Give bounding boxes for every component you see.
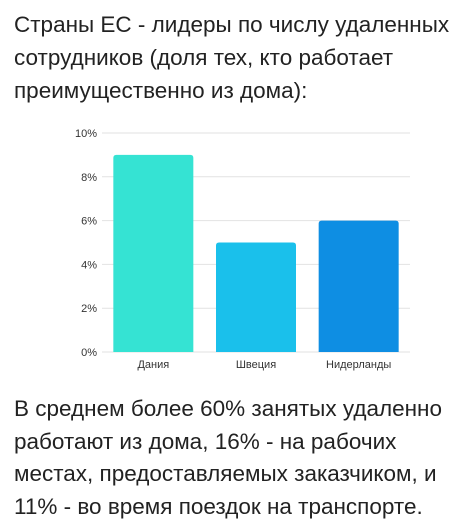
x-tick-label: Швеция	[236, 359, 276, 371]
y-tick-label: 10%	[75, 128, 97, 140]
summary-text: В среднем более 60% занятых удаленно раб…	[14, 396, 442, 519]
y-tick-label: 8%	[81, 172, 97, 184]
bars	[113, 154, 399, 352]
bar-1	[113, 154, 194, 352]
y-tick-label: 0%	[81, 347, 97, 359]
x-tick-label: Дания	[137, 359, 169, 371]
x-tick-label: Нидерланды	[326, 359, 391, 371]
y-tick-label: 4%	[81, 259, 97, 271]
page-title: Страны ЕС - лидеры по числу удаленных со…	[14, 12, 450, 103]
bar-2	[216, 242, 296, 352]
bar-chart: 0% 2% 4% 6% 8% 10% Дания Швеция Нидерланды	[75, 128, 410, 371]
y-tick-label: 2%	[81, 303, 97, 315]
bar-3	[318, 220, 399, 352]
y-tick-label: 6%	[81, 216, 97, 228]
x-axis-ticks: Дания Швеция Нидерланды	[137, 359, 391, 371]
y-axis-ticks: 0% 2% 4% 6% 8% 10%	[75, 128, 97, 359]
